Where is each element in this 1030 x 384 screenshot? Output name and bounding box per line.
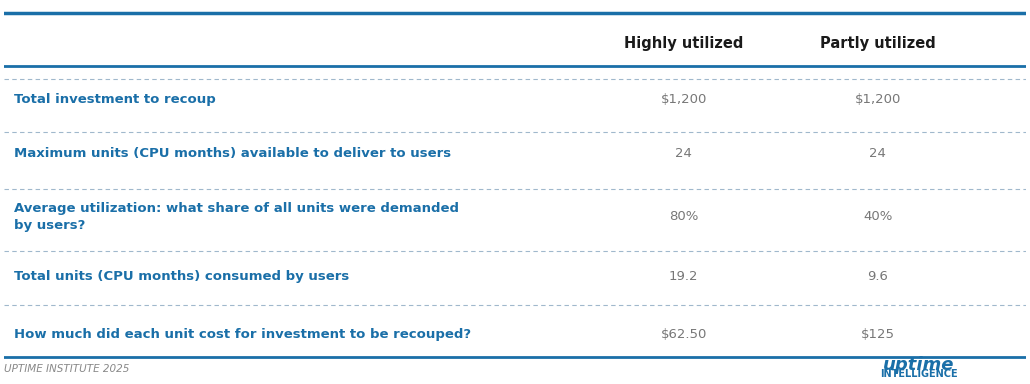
Text: 40%: 40% <box>863 210 892 223</box>
Text: $62.50: $62.50 <box>660 328 707 341</box>
Text: 80%: 80% <box>668 210 698 223</box>
Text: 24: 24 <box>869 147 886 160</box>
Text: Average utilization: what share of all units were demanded
by users?: Average utilization: what share of all u… <box>14 202 459 232</box>
Text: 19.2: 19.2 <box>668 270 698 283</box>
Text: Total units (CPU months) consumed by users: Total units (CPU months) consumed by use… <box>14 270 349 283</box>
Text: Total investment to recoup: Total investment to recoup <box>14 93 216 106</box>
Text: $1,200: $1,200 <box>855 93 901 106</box>
Text: How much did each unit cost for investment to be recouped?: How much did each unit cost for investme… <box>14 328 472 341</box>
Text: $125: $125 <box>861 328 895 341</box>
Text: $1,200: $1,200 <box>660 93 707 106</box>
Text: UPTIME INSTITUTE 2025: UPTIME INSTITUTE 2025 <box>4 364 130 374</box>
Text: Maximum units (CPU months) available to deliver to users: Maximum units (CPU months) available to … <box>14 147 451 160</box>
Text: uptime: uptime <box>883 356 955 374</box>
Text: 9.6: 9.6 <box>867 270 888 283</box>
Text: Partly utilized: Partly utilized <box>820 36 935 51</box>
Text: 24: 24 <box>675 147 692 160</box>
Text: INTELLIGENCE: INTELLIGENCE <box>880 369 957 379</box>
Text: Highly utilized: Highly utilized <box>624 36 744 51</box>
